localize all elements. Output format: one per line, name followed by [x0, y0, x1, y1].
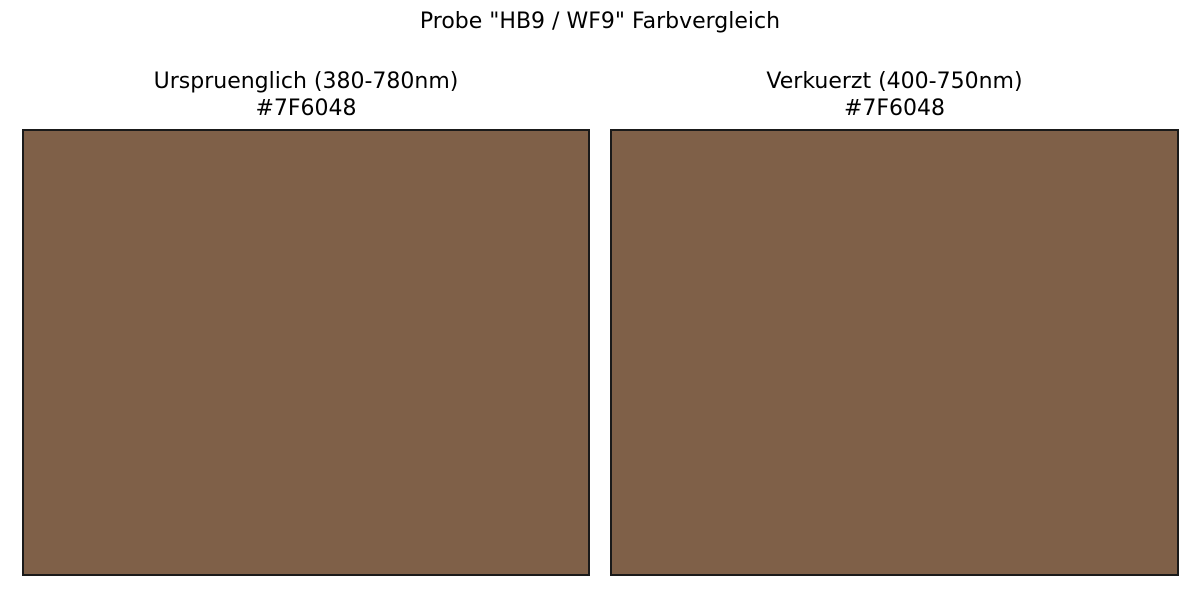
panel-title-shortened: Verkuerzt (400-750nm) #7F6048 [610, 68, 1179, 122]
color-swatch-original [22, 129, 590, 576]
figure-title: Probe "HB9 / WF9" Farbvergleich [419, 9, 781, 34]
panel-hex-original: #7F6048 [255, 96, 357, 121]
color-swatch-shortened [610, 129, 1179, 576]
panel-label-original: Urspruenglich (380-780nm) [153, 69, 459, 94]
panel-title-original: Urspruenglich (380-780nm) #7F6048 [22, 68, 590, 122]
panel-hex-shortened: #7F6048 [843, 96, 946, 121]
panel-label-shortened: Verkuerzt (400-750nm) [766, 69, 1023, 94]
